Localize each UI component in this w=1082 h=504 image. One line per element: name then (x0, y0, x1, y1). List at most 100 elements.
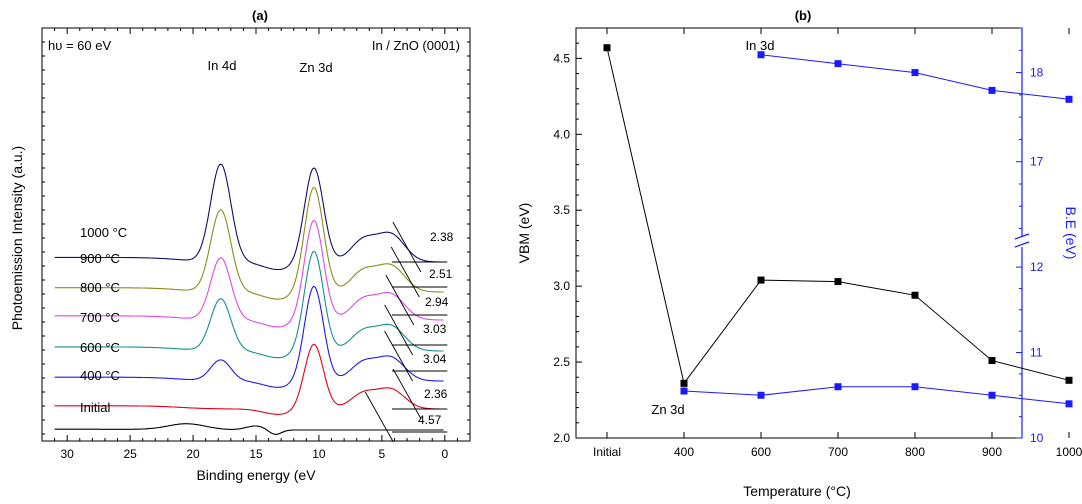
right-y-tick-label: 11 (1030, 346, 1043, 360)
x-tick-label: 400 (674, 445, 694, 459)
panel-a-title: (a) (252, 8, 268, 23)
x-tick-label: 700 (828, 445, 848, 459)
panel-a: (a) 30 25 20 15 10 5 0 Initial 400 °C 600 °C 700 … (9, 8, 471, 483)
x-tick-label: 0 (441, 447, 448, 461)
series-label: 400 °C (80, 368, 120, 383)
vbm-extrapolation-line (392, 221, 422, 273)
axis-break-gap (1016, 236, 1028, 247)
vbm-value-label: 3.04 (423, 352, 447, 366)
panel-b-frame (575, 27, 1023, 439)
series-point (757, 391, 765, 399)
x-tick-label: 25 (123, 447, 137, 461)
panel-a-series-labels: Initial 400 °C 600 °C 700 °C 800 °C 900 °C 100… (80, 225, 127, 415)
series-label: 700 °C (80, 310, 120, 325)
series-point (680, 387, 688, 395)
spectrum-curve (54, 250, 444, 359)
x-tick-label: 900 (982, 445, 1002, 459)
series-point (757, 51, 765, 59)
series-point (834, 278, 842, 286)
panel-b: (b) Initial 400 600 700 800 900 1000 2.0 2.5 3.0… (516, 8, 1082, 499)
vbm-extrapolation-line (385, 274, 415, 326)
vbm-extrapolation-line (364, 391, 394, 443)
series-point (911, 383, 919, 391)
peak-zn3d-label: Zn 3d (299, 60, 332, 75)
axis-break-mark (1014, 233, 1030, 240)
vbm-value-label: 2.94 (425, 295, 449, 309)
series-label: 600 °C (80, 340, 120, 355)
panel-b-x-ticks: Initial 400 600 700 800 900 1000 (593, 28, 1082, 459)
panel-b-series (603, 44, 1073, 408)
y-tick-label: 4.0 (553, 127, 570, 141)
right-y-tick-label: 12 (1030, 260, 1044, 274)
y-tick-label: 2.5 (553, 355, 570, 369)
x-tick-label: 800 (905, 445, 925, 459)
series-in3d-label: In 3d (746, 38, 775, 53)
panel-a-x-ticks: 30 25 20 15 10 5 0 (41, 28, 471, 461)
series-point (988, 391, 996, 399)
right-y-tick-label: 10 (1030, 431, 1044, 445)
panel-b-right-y-axis-title: B.E (eV) (1063, 207, 1079, 260)
panel-b-left-y-axis-title: VBM (eV) (516, 203, 532, 264)
series-point (834, 383, 842, 391)
right-y-tick-label: 17 (1030, 155, 1044, 169)
vbm-value-label: 3.03 (423, 322, 447, 336)
x-tick-label: 5 (379, 447, 386, 461)
series-zn3d-label: Zn 3d (651, 402, 684, 417)
right-y-tick-label: 18 (1030, 66, 1044, 80)
series-label: Initial (80, 400, 110, 415)
panel-a-x-axis-title: Binding energy (eV (196, 467, 316, 483)
panel-a-spectra (54, 163, 444, 435)
spectrum-curve (54, 285, 444, 388)
photon-energy-label: hυ = 60 eV (48, 38, 111, 53)
series-label: 800 °C (80, 280, 120, 295)
spectrum-curve (54, 186, 444, 300)
series-point (1065, 376, 1073, 384)
sample-label: In / ZnO (0001) (372, 38, 460, 53)
series-point (680, 379, 688, 387)
vbm-value-label: 2.38 (430, 230, 454, 244)
series-point (1065, 95, 1073, 103)
series-label: 1000 °C (80, 225, 127, 240)
series-label: 900 °C (80, 251, 120, 266)
series-point (834, 60, 842, 68)
series-line (606, 47, 1070, 385)
panel-b-title: (b) (795, 8, 812, 23)
y-tick-label: 4.5 (553, 51, 570, 65)
series-point (1065, 400, 1073, 408)
x-tick-label: 600 (751, 445, 771, 459)
y-tick-label: 3.0 (553, 279, 570, 293)
series-point (603, 44, 611, 52)
series-point (757, 276, 765, 284)
series-point (911, 69, 919, 77)
panel-a-y-axis-title: Photoemission Intensity (a.u.) (9, 146, 25, 330)
series-line (683, 386, 1070, 405)
series-point (988, 86, 996, 94)
spectrum-curve (54, 163, 444, 271)
vbm-value-label: 2.36 (424, 387, 448, 401)
peak-in4d-label: In 4d (208, 58, 237, 73)
panel-b-right-y-ticks: 10 11 12 17 18 (1014, 27, 1044, 445)
series-point (988, 357, 996, 365)
vbm-extrapolation-line (390, 246, 420, 298)
x-tick-label: 15 (249, 447, 263, 461)
spectrum-curve (54, 423, 444, 435)
panel-b-x-axis-title: Temperature (°C) (743, 483, 851, 499)
x-tick-label: 30 (60, 447, 74, 461)
series-point (911, 291, 919, 299)
panel-a-vbm-extrapolations (364, 221, 448, 443)
series-line (760, 54, 1070, 100)
x-tick-label: 1000 (1056, 445, 1082, 459)
vbm-extrapolation-line (384, 330, 413, 382)
axis-break-mark (1014, 241, 1030, 248)
x-tick-label: 10 (312, 447, 326, 461)
y-tick-label: 3.5 (553, 203, 570, 217)
x-tick-label: 20 (186, 447, 200, 461)
vbm-extrapolation-line (384, 304, 414, 356)
vbm-value-label: 2.51 (429, 267, 453, 281)
panel-b-left-y-ticks: 2.0 2.5 3.0 3.5 4.0 4.5 (553, 27, 582, 445)
y-tick-label: 2.0 (553, 431, 570, 445)
vbm-value-label: 4.57 (418, 413, 442, 427)
panel-a-vbm-labels: 4.57 2.36 3.04 3.03 2.94 2.51 2.38 (418, 230, 454, 427)
vbm-extrapolation-line (392, 368, 422, 420)
